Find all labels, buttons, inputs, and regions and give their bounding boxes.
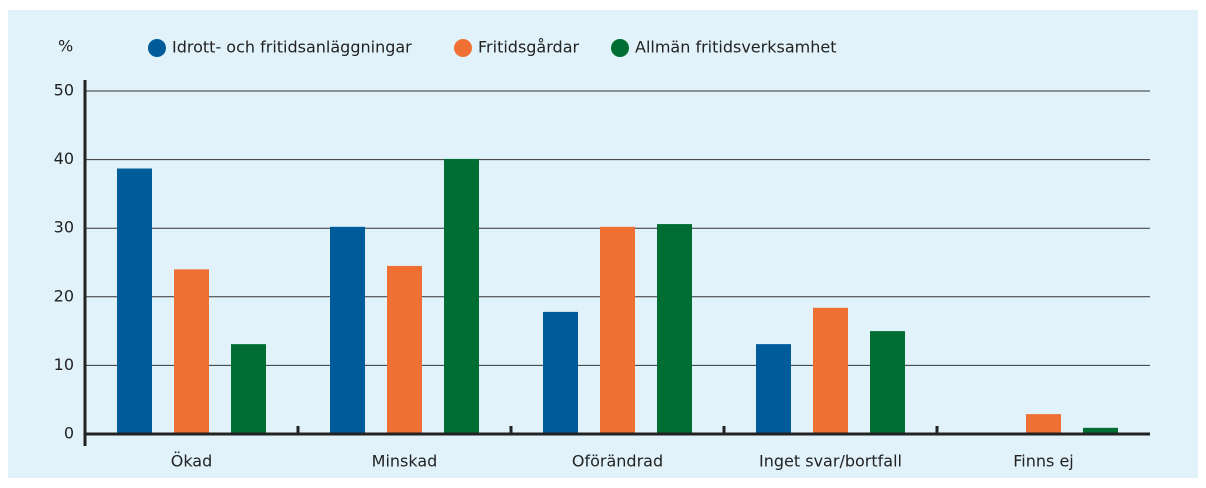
bar (387, 265, 422, 434)
bar (756, 344, 791, 434)
x-tick-label: Ökad (171, 452, 213, 471)
bar (813, 307, 848, 434)
x-tick-label: Oförändrad (572, 452, 663, 471)
legend-swatch (148, 39, 166, 57)
y-tick-label: 0 (64, 424, 74, 443)
bar (444, 158, 479, 434)
y-tick-label: 30 (54, 218, 74, 237)
bar (174, 269, 209, 434)
x-tick-label: Inget svar/bortfall (759, 452, 902, 471)
y-axis-label: % (58, 37, 73, 56)
bar (870, 331, 905, 434)
legend-swatch (454, 39, 472, 57)
bar (1083, 427, 1118, 434)
y-tick-label: 10 (54, 355, 74, 374)
bar (330, 226, 365, 434)
legend-label: Allmän fritidsverksamhet (635, 38, 836, 57)
y-tick-label: 40 (54, 149, 74, 168)
bar (657, 224, 692, 434)
bar (600, 226, 635, 434)
x-tick-label: Minskad (372, 452, 438, 471)
x-tick-label: Finns ej (1013, 452, 1073, 471)
legend-swatch (611, 39, 629, 57)
y-tick-label: 20 (54, 286, 74, 305)
legend-label: Fritidsgårdar (478, 38, 579, 57)
bar (231, 344, 266, 434)
legend-label: Idrott- och fritidsanläggningar (172, 38, 412, 57)
y-tick-label: 50 (54, 81, 74, 100)
bar (543, 311, 578, 434)
bar (1026, 414, 1061, 434)
bar (117, 168, 152, 434)
